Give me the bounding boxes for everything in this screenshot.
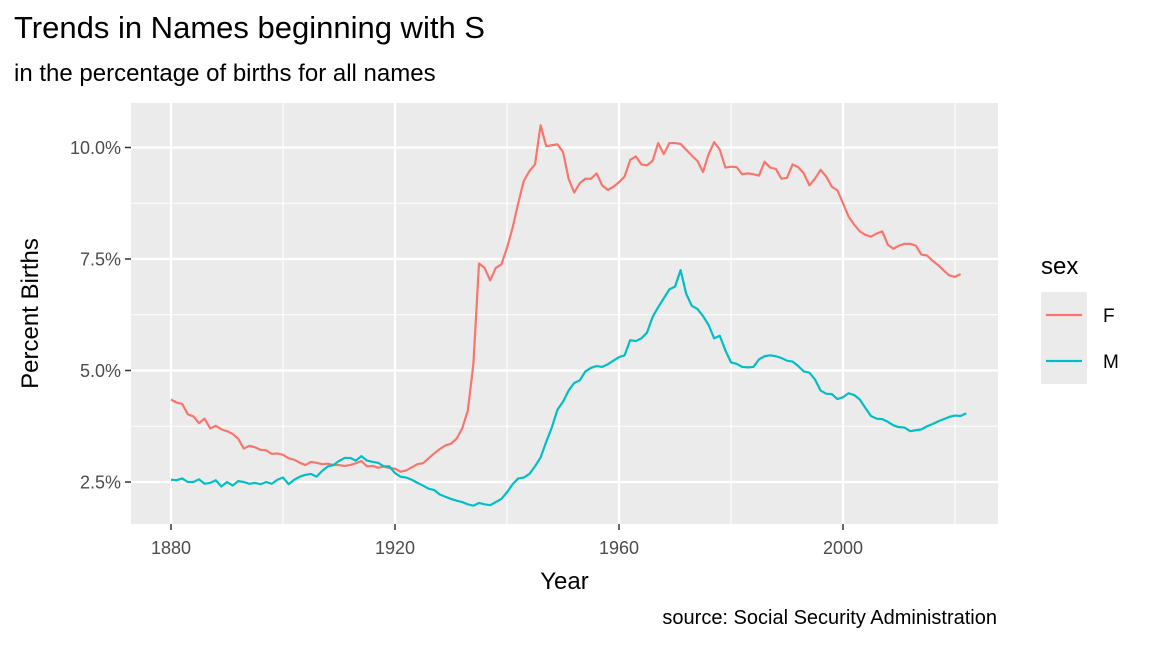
x-tick-label: 1880 xyxy=(151,538,191,558)
y-tick-label: 5.0% xyxy=(80,361,121,381)
x-tick-label: 2000 xyxy=(823,538,863,558)
chart-subtitle: in the percentage of births for all name… xyxy=(14,60,436,87)
y-tick-label: 7.5% xyxy=(80,250,121,270)
x-tick-label: 1960 xyxy=(599,538,639,558)
y-tick-label: 10.0% xyxy=(70,138,121,158)
series-line-m xyxy=(170,269,967,507)
y-tick-label: 2.5% xyxy=(80,473,121,493)
legend-label-f: F xyxy=(1103,306,1115,327)
y-axis-title: Percent Births xyxy=(17,238,44,389)
chart-caption: source: Social Security Administration xyxy=(662,607,997,629)
series-line-f xyxy=(170,124,962,473)
x-axis-title: Year xyxy=(540,568,589,595)
plot-panel xyxy=(131,103,998,524)
chart-title: Trends in Names beginning with S xyxy=(14,10,485,45)
legend-label-m: M xyxy=(1103,352,1119,373)
x-tick-label: 1920 xyxy=(375,538,415,558)
legend-title: sex xyxy=(1041,253,1078,280)
